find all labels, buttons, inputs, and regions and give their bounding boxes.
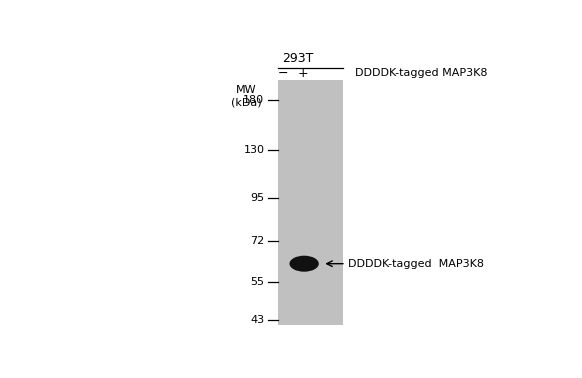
Text: 43: 43 xyxy=(250,315,264,325)
Text: MW: MW xyxy=(236,85,257,96)
Text: (kDa): (kDa) xyxy=(231,97,262,107)
Text: 130: 130 xyxy=(243,145,264,155)
Text: −: − xyxy=(278,67,289,79)
Text: +: + xyxy=(297,67,308,79)
Bar xyxy=(278,80,343,325)
Text: DDDDK-tagged MAP3K8: DDDDK-tagged MAP3K8 xyxy=(354,68,487,78)
Text: 72: 72 xyxy=(250,235,264,246)
Ellipse shape xyxy=(289,256,319,272)
Text: 293T: 293T xyxy=(282,52,313,65)
Text: DDDDK-tagged  MAP3K8: DDDDK-tagged MAP3K8 xyxy=(348,259,484,269)
Text: 55: 55 xyxy=(250,277,264,287)
Text: 95: 95 xyxy=(250,193,264,203)
Text: 180: 180 xyxy=(243,94,264,105)
